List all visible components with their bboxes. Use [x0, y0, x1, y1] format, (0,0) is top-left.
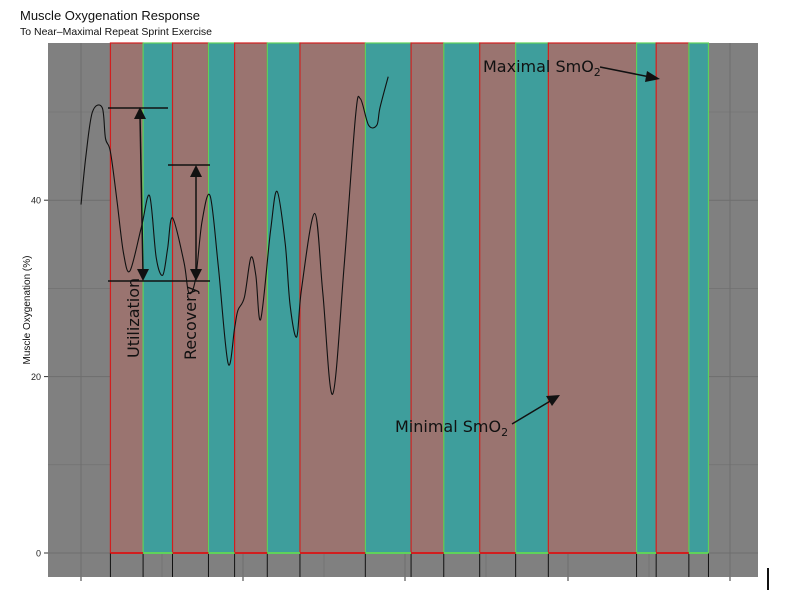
minimal-arrow [511, 395, 560, 425]
rest-band-2 [142, 42, 174, 554]
maximal-smo2-subscript: 2 [594, 66, 601, 79]
y-tick-label: 0 [36, 549, 41, 559]
chart-title: Muscle Oxygenation Response [20, 8, 200, 23]
maximal-smo2-label: Maximal SmO2 [483, 57, 601, 79]
sprint-band-9 [410, 42, 445, 554]
smo2-series-line [80, 76, 389, 395]
sprint-band-1 [109, 42, 144, 554]
utilization-label: Utilization [124, 278, 143, 358]
recovery-arrowhead-up [190, 165, 202, 177]
minimal-smo2-text: Minimal SmO [395, 417, 501, 436]
rest-band-12 [515, 42, 549, 554]
rest-band-16 [688, 42, 710, 554]
sprint-band-3 [171, 42, 210, 554]
y-tick-label: 40 [31, 196, 41, 206]
rest-band-6 [266, 42, 301, 554]
sprint-band-13 [547, 42, 638, 554]
maximal-smo2-text: Maximal SmO [483, 57, 594, 76]
rest-band-10 [443, 42, 481, 554]
utilization-arrowhead-down [137, 269, 149, 281]
rest-band-14 [635, 42, 657, 554]
chart-subtitle: To Near–Maximal Repeat Sprint Exercise [20, 26, 212, 38]
utilization-arrowhead-up [134, 107, 146, 119]
recovery-arrowhead-down [190, 269, 202, 281]
recovery-annotation [168, 164, 210, 281]
minimal-smo2-subscript: 2 [501, 426, 508, 439]
sprint-band-11 [479, 42, 517, 554]
maximal-arrow [599, 66, 660, 82]
series-layer [80, 76, 389, 395]
rest-band-8 [364, 42, 412, 554]
minimal-smo2-label: Minimal SmO2 [395, 417, 508, 439]
sprint-band-15 [655, 42, 690, 554]
phase-bands [109, 42, 710, 577]
recovery-label: Recovery [181, 286, 200, 360]
y-tick-label: 20 [31, 372, 41, 382]
y-axis-label: Muscle Oxygenation (%) [22, 256, 33, 365]
axis-ticks: 0 20 40 [31, 196, 731, 581]
utilization-arrow [139, 114, 144, 274]
utilization-annotation [108, 107, 210, 282]
sprint-band-5 [233, 42, 268, 554]
